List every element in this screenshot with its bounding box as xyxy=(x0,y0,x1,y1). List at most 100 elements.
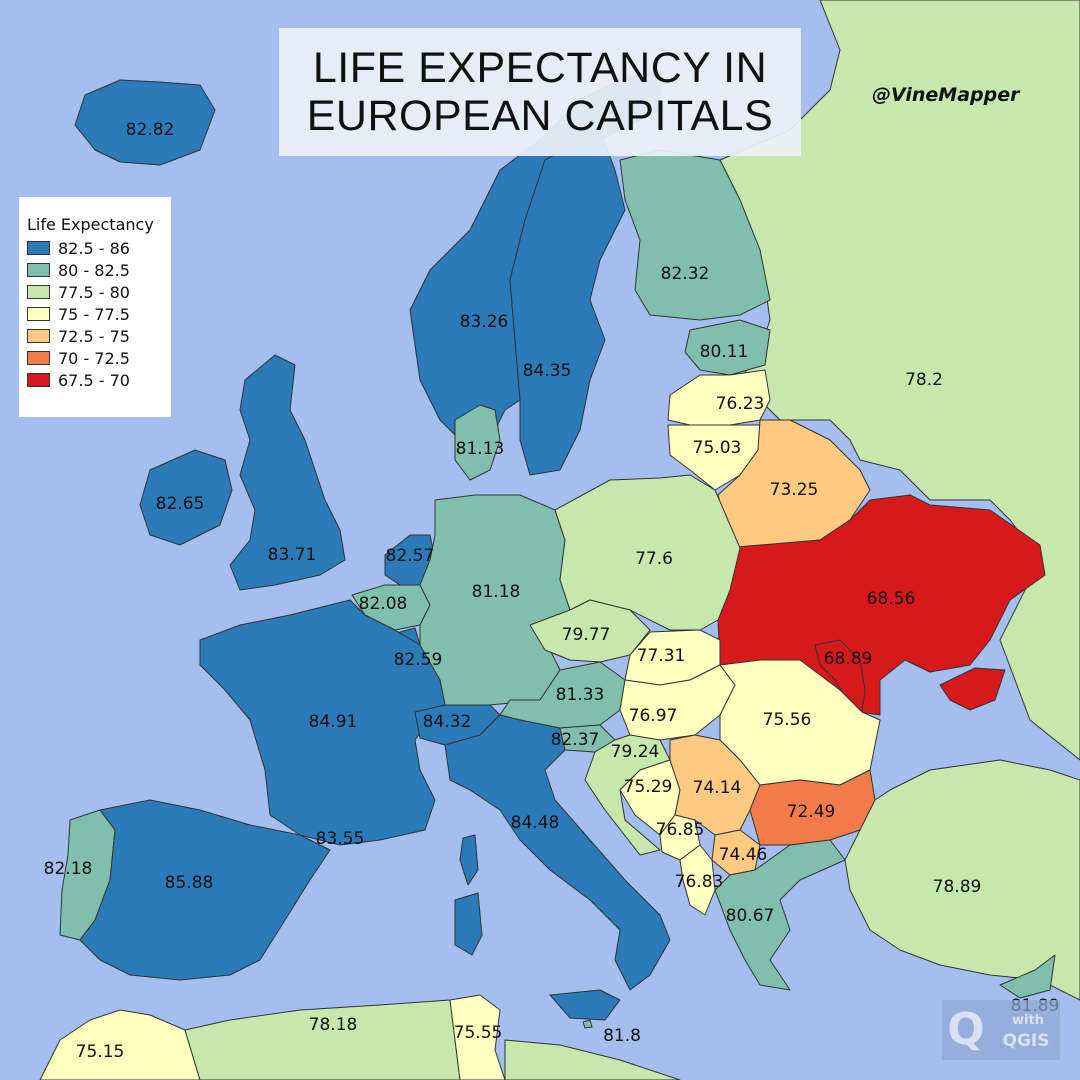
label-estonia: 80.11 xyxy=(700,342,749,362)
turkey-region xyxy=(844,759,1080,1001)
label-sweden: 84.35 xyxy=(523,361,572,381)
sicily-region xyxy=(549,989,621,1021)
uk-region xyxy=(229,354,346,591)
poland-region xyxy=(554,474,741,631)
italy-region xyxy=(444,714,671,991)
map-title: LIFE EXPECTANCY IN EUROPEAN CAPITALS xyxy=(279,28,801,156)
ireland-region xyxy=(139,449,233,546)
czechia-region xyxy=(529,599,651,663)
badge-with: with xyxy=(1012,1013,1044,1028)
malta-region xyxy=(582,1019,593,1029)
legend-label: 80 - 82.5 xyxy=(58,260,130,280)
legend-label: 67.5 - 70 xyxy=(58,370,130,390)
label-malta: 81.8 xyxy=(603,1026,641,1046)
legend-swatch xyxy=(27,373,50,387)
label-uk: 83.71 xyxy=(268,545,317,565)
label-belgium: 82.08 xyxy=(359,594,408,614)
tunisia-region xyxy=(449,994,506,1080)
legend-label: 77.5 - 80 xyxy=(58,282,130,302)
legend-label: 70 - 72.5 xyxy=(58,348,130,368)
qgis-badge: Q with QGIS xyxy=(942,1000,1060,1060)
label-france: 84.91 xyxy=(309,712,358,732)
legend-item: 72.5 - 75 xyxy=(27,325,171,347)
label-czechia: 79.77 xyxy=(562,625,611,645)
label-slovakia: 77.31 xyxy=(637,646,686,666)
finland-region xyxy=(619,149,771,321)
label-monaco: 83.55 xyxy=(316,829,365,849)
label-bosnia: 75.29 xyxy=(624,777,673,797)
legend-item: 80 - 82.5 xyxy=(27,259,171,281)
legend-label: 82.5 - 86 xyxy=(58,238,130,258)
label-tunisia: 75.55 xyxy=(454,1023,503,1043)
legend-swatch xyxy=(27,241,50,255)
label-iceland: 82.82 xyxy=(126,120,175,140)
title-line-1: LIFE EXPECTANCY IN xyxy=(312,44,768,92)
iceland-region xyxy=(74,79,216,166)
label-macedonia: 74.46 xyxy=(719,845,768,865)
legend-item: 75 - 77.5 xyxy=(27,303,171,325)
label-algeria: 78.18 xyxy=(309,1015,358,1035)
legend-item: 82.5 - 86 xyxy=(27,237,171,259)
label-croatia: 79.24 xyxy=(611,742,660,762)
title-line-2: EUROPEAN CAPITALS xyxy=(306,92,774,140)
label-ireland: 82.65 xyxy=(156,494,205,514)
label-spain: 85.88 xyxy=(165,873,214,893)
value-labels: 82.82 83.26 84.35 82.32 80.11 76.23 75.0… xyxy=(44,120,1060,1062)
badge-background xyxy=(942,1000,1060,1060)
label-montenegro: 76.85 xyxy=(656,820,705,840)
spain-region xyxy=(79,799,331,981)
label-norway: 83.26 xyxy=(460,312,509,332)
label-germany: 81.18 xyxy=(472,582,521,602)
legend-item: 70 - 72.5 xyxy=(27,347,171,369)
albania-region xyxy=(679,844,716,916)
label-switzerland: 84.32 xyxy=(423,712,472,732)
libya-region xyxy=(504,1039,681,1080)
label-moldova: 68.89 xyxy=(824,649,873,669)
legend-swatch xyxy=(27,307,50,321)
label-romania: 75.56 xyxy=(763,710,812,730)
greece-region xyxy=(714,839,846,991)
label-austria: 81.33 xyxy=(556,685,605,705)
crimea-region xyxy=(939,667,1006,711)
denmark-region xyxy=(454,404,501,481)
legend: Life Expectancy 82.5 - 86 80 - 82.5 77.5… xyxy=(19,197,171,417)
sweden-region xyxy=(509,129,626,476)
label-hungary: 76.97 xyxy=(629,706,678,726)
cyprus-region xyxy=(999,954,1056,999)
label-morocco: 75.15 xyxy=(76,1042,125,1062)
author-credit: @VineMapper xyxy=(872,84,1020,106)
estonia-region xyxy=(684,319,771,376)
corsica-region xyxy=(459,834,479,886)
label-finland: 82.32 xyxy=(661,264,710,284)
legend-swatch xyxy=(27,263,50,277)
legend-swatch xyxy=(27,285,50,299)
algeria-region xyxy=(184,999,461,1080)
badge-letter: Q xyxy=(947,1004,984,1055)
label-belarus: 73.25 xyxy=(770,480,819,500)
label-serbia: 74.14 xyxy=(693,778,742,798)
label-denmark: 81.13 xyxy=(456,439,505,459)
badge-brand: QGIS xyxy=(1003,1031,1050,1051)
legend-label: 72.5 - 75 xyxy=(58,326,130,346)
label-lithuania: 75.03 xyxy=(693,438,742,458)
label-italy: 84.48 xyxy=(511,813,560,833)
label-portugal: 82.18 xyxy=(44,859,93,879)
latvia-region xyxy=(667,369,771,426)
france-region xyxy=(199,599,446,846)
label-netherlands: 82.57 xyxy=(386,546,435,566)
label-albania: 76.83 xyxy=(675,872,724,892)
label-bulgaria: 72.49 xyxy=(787,802,836,822)
legend-label: 75 - 77.5 xyxy=(58,304,130,324)
label-ukraine: 68.56 xyxy=(867,589,916,609)
label-slovenia: 82.37 xyxy=(551,730,600,750)
legend-item: 77.5 - 80 xyxy=(27,281,171,303)
label-turkey: 78.89 xyxy=(933,877,982,897)
label-greece: 80.67 xyxy=(726,906,775,926)
label-poland: 77.6 xyxy=(635,549,673,569)
label-russia: 78.2 xyxy=(905,370,943,390)
label-luxembourg: 82.59 xyxy=(394,650,443,670)
sardinia-region xyxy=(454,892,483,956)
legend-item: 67.5 - 70 xyxy=(27,369,171,391)
legend-swatch xyxy=(27,329,50,343)
